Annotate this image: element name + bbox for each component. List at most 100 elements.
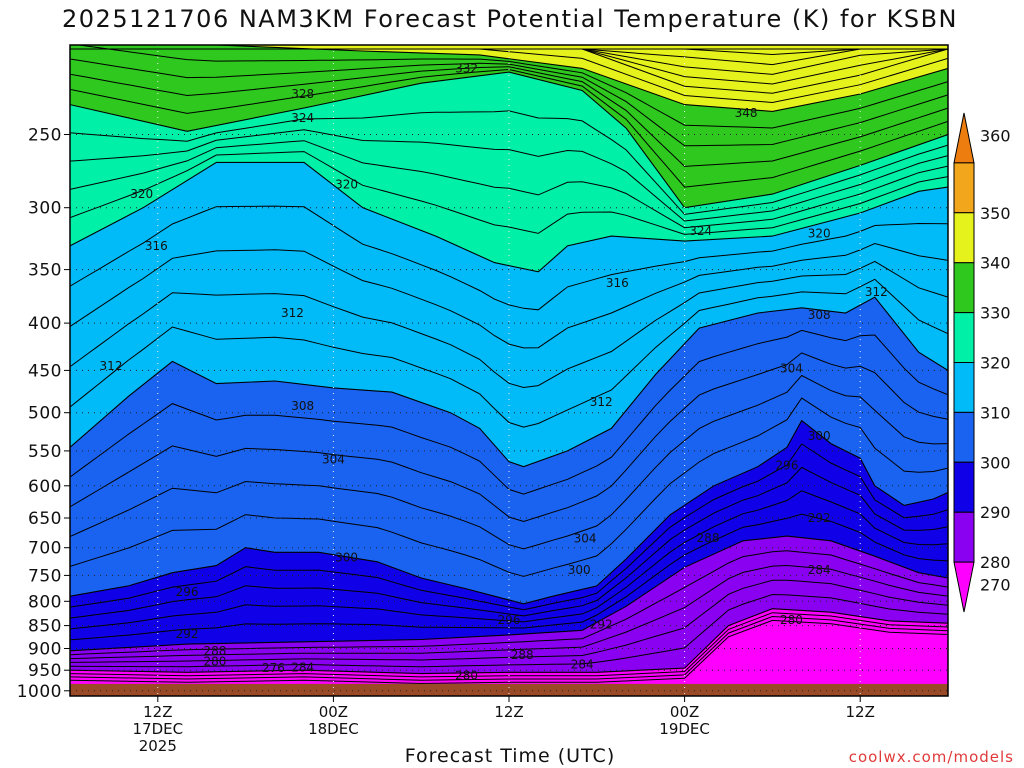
chart-title: 2025121706 NAM3KM Forecast Potential Tem… xyxy=(62,5,958,33)
ground-band xyxy=(70,683,948,696)
colorbar-swatch-340 xyxy=(953,212,975,264)
axes: 250 300 350 400 450 500 550 600 650 700 750 800 850 9… xyxy=(17,44,949,755)
contour-label: 312 xyxy=(281,306,304,320)
y-tick-label: 600 xyxy=(28,477,62,497)
y-tick-label: 650 xyxy=(28,509,62,529)
contour-label: 296 xyxy=(776,458,799,472)
contour-282 xyxy=(70,593,948,668)
x-tick-label: 00Z xyxy=(319,703,348,721)
contour-label: 284 xyxy=(291,660,314,674)
contour-288 xyxy=(70,550,948,656)
contour-300 xyxy=(70,419,948,605)
contour-label: 312 xyxy=(865,285,888,299)
contour-322 xyxy=(70,151,948,235)
colorbar: 360 350 340 330 320 310 300 290 280 270 xyxy=(953,112,1011,613)
y-tick-label: 800 xyxy=(28,592,62,612)
colorbar-label: 290 xyxy=(980,503,1011,522)
colorbar-label: 360 xyxy=(980,127,1011,146)
contour-340 xyxy=(211,45,948,112)
contour-label: 328 xyxy=(291,87,314,101)
contour-label: 304 xyxy=(780,362,803,376)
y-tick-label: 900 xyxy=(28,640,62,660)
colorbar-label: 310 xyxy=(980,403,1011,422)
contour-336 xyxy=(70,58,948,147)
colorbar-label: 270 xyxy=(980,576,1011,595)
colorbar-swatch-270 xyxy=(953,561,975,613)
colorbar-swatch-280 xyxy=(953,511,975,563)
contour-318 xyxy=(70,205,948,311)
colorbar-label: 330 xyxy=(980,304,1011,323)
y-tick-label: 550 xyxy=(28,442,62,462)
y-tick-label: 850 xyxy=(28,617,62,637)
colorbar-swatch-330 xyxy=(953,262,975,314)
x-tick-label: 12Z xyxy=(494,703,523,721)
contour-310 xyxy=(70,296,948,468)
contour-label: 288 xyxy=(203,644,226,658)
x-tick-label: 19DEC xyxy=(659,720,710,738)
contour-label: 288 xyxy=(511,648,534,662)
contour-label: 296 xyxy=(498,613,521,627)
x-tick-label: 12Z xyxy=(143,703,172,721)
contour-298 xyxy=(70,443,948,611)
contour-label: 292 xyxy=(590,618,613,632)
colorbar-label: 280 xyxy=(980,553,1011,572)
contour-label: 308 xyxy=(808,308,831,322)
contour-label: 312 xyxy=(100,359,123,373)
contour-label: 280 xyxy=(203,655,226,669)
x-tick-label: 17DEC xyxy=(133,720,184,738)
contour-label: 276 xyxy=(262,661,285,675)
colorbar-label: 350 xyxy=(980,204,1011,223)
contour-label: 280 xyxy=(780,613,803,627)
contour-328 xyxy=(70,110,948,215)
contour-label: 292 xyxy=(808,511,831,525)
contour-label: 316 xyxy=(145,239,168,253)
contour-324 xyxy=(70,140,948,229)
y-tick-label: 950 xyxy=(28,661,62,681)
contour-278 xyxy=(70,612,948,678)
credit-text: coolwx.com/models xyxy=(849,748,1014,766)
colorbar-swatch-320 xyxy=(953,312,975,363)
contour-label: 284 xyxy=(808,563,831,577)
contour-fill-group: 332 328 324 320 320 348 324 320 316 316 312 308 312 3… xyxy=(70,45,948,696)
y-tick-label: 700 xyxy=(28,539,62,559)
contour-label: 296 xyxy=(176,585,199,599)
y-tick-label: 400 xyxy=(28,314,62,334)
colorbar-label: 300 xyxy=(980,453,1011,472)
contour-label: 320 xyxy=(130,187,153,201)
contour-276 xyxy=(70,615,948,681)
contour-label: 308 xyxy=(291,399,314,413)
contour-label: 304 xyxy=(322,453,345,467)
contour-label: 312 xyxy=(590,395,613,409)
contour-label: 288 xyxy=(697,531,720,545)
colorbar-swatch-360 xyxy=(953,112,975,164)
x-tick-label: 12Z xyxy=(846,703,875,721)
contour-label: 348 xyxy=(735,106,758,120)
x-axis-label: Forecast Time (UTC) xyxy=(405,745,615,767)
contour-334 xyxy=(70,66,948,167)
contour-label: 324 xyxy=(689,224,712,238)
x-tick-label: 18DEC xyxy=(308,720,359,738)
contour-314 xyxy=(70,260,948,389)
y-tick-label: 450 xyxy=(28,361,62,381)
contour-label: 320 xyxy=(808,227,831,241)
contour-label: 316 xyxy=(606,276,629,290)
contour-label: 320 xyxy=(335,177,358,191)
contour-label: 324 xyxy=(291,111,314,125)
band-340 xyxy=(216,45,948,112)
colorbar-swatch-310 xyxy=(953,362,975,413)
contour-304 xyxy=(70,374,948,550)
x-tick-label: 2025 xyxy=(139,737,177,755)
contour-316 xyxy=(70,242,948,349)
contour-330 xyxy=(70,71,948,209)
y-tick-label: 350 xyxy=(28,261,62,281)
plot-area: 332 328 324 320 320 348 324 320 316 316 312 308 312 3… xyxy=(70,45,948,696)
contour-306 xyxy=(70,352,948,523)
contour-label: 300 xyxy=(568,563,591,577)
colorbar-swatch-350 xyxy=(953,162,975,214)
contour-label: 284 xyxy=(571,658,594,672)
contour-label: 332 xyxy=(455,61,478,75)
contour-label: 300 xyxy=(335,550,358,564)
contour-286 xyxy=(70,564,948,660)
y-tick-label: 1000 xyxy=(17,682,62,702)
